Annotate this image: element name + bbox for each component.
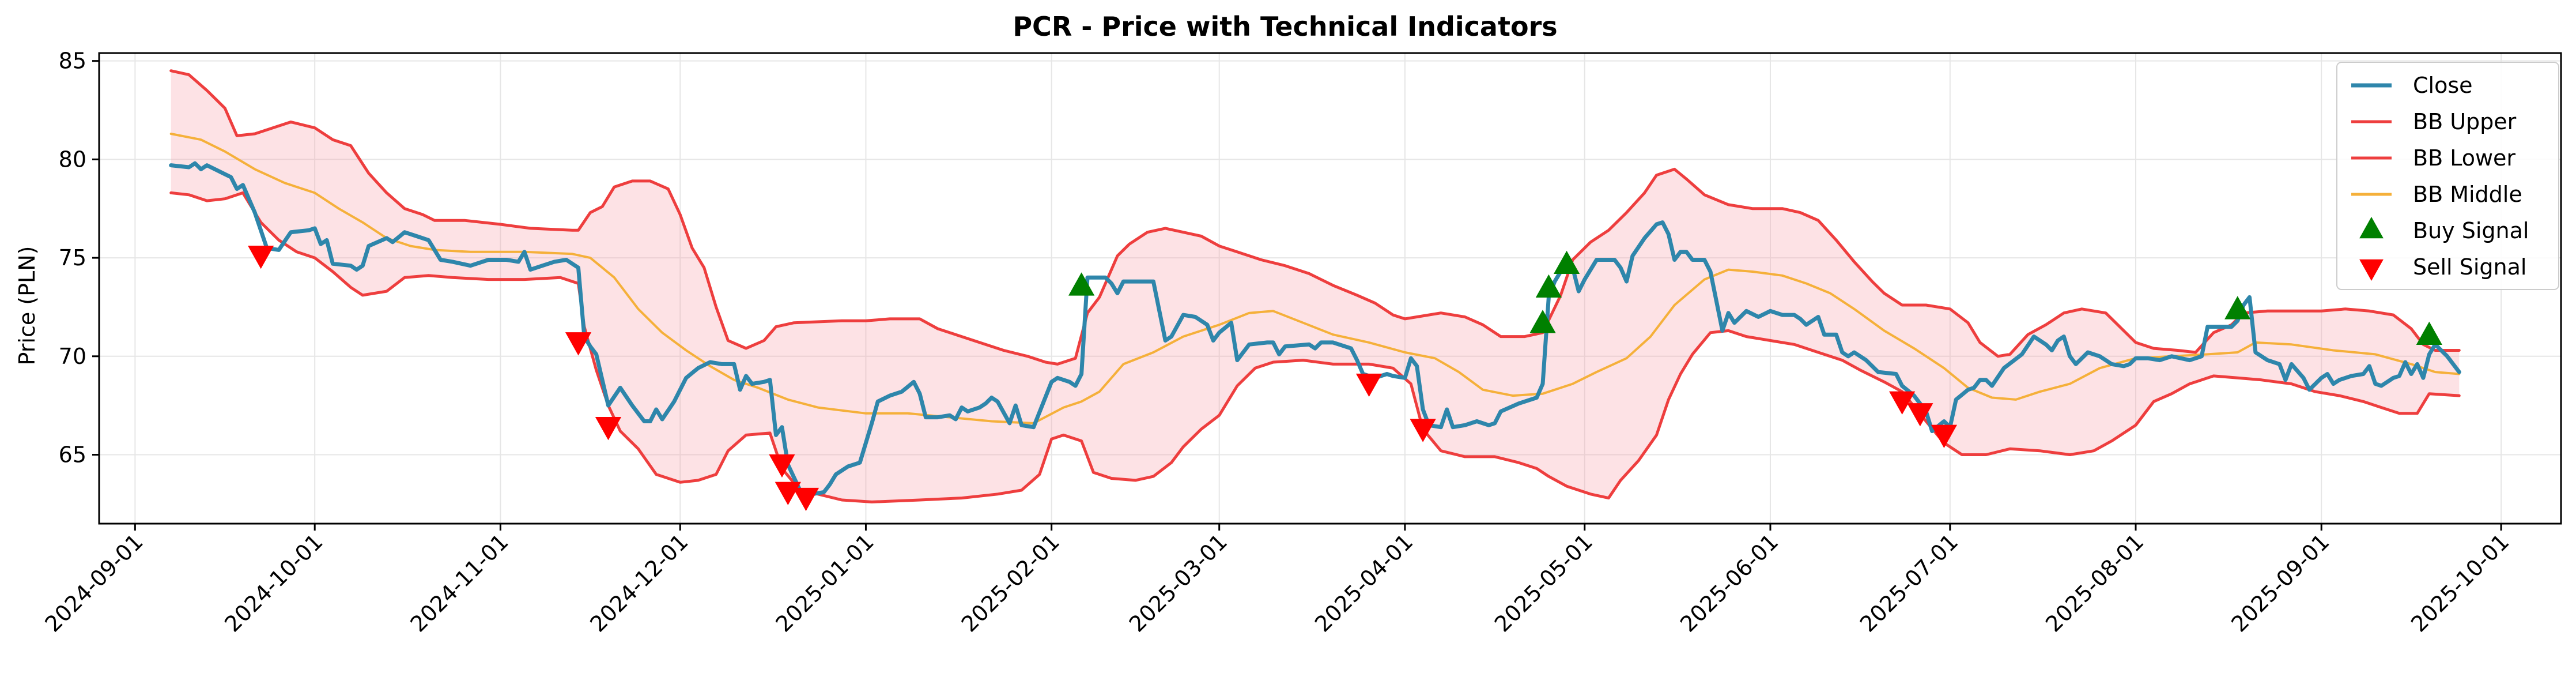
buy-signal-marker (2416, 321, 2442, 345)
series-lines (169, 69, 2461, 503)
y-axis-title: Price (PLN) (14, 246, 40, 366)
series-line-bb-upper (169, 69, 2461, 366)
legend-label-bb-middle: BB Middle (2413, 182, 2522, 207)
plot-frame (98, 52, 2562, 525)
buy-signal-marker (1553, 250, 1580, 275)
sell-signal-marker (792, 487, 819, 512)
legend-label-close: Close (2413, 73, 2473, 98)
y-tick-label: 75 (59, 245, 86, 270)
chart-title: PCR - Price with Technical Indicators (1013, 11, 1557, 42)
sell-signal-marker (1410, 419, 1436, 442)
legend-swatch-buy-signal (2359, 217, 2384, 239)
sell-signal-marker (248, 245, 274, 269)
sell-signal-marker (595, 416, 622, 441)
sell-signal-marker (1889, 391, 1916, 415)
sell-signal-marker (1355, 373, 1383, 397)
sell-signal-marker (1931, 424, 1958, 448)
legend-label-buy-signal: Buy Signal (2413, 218, 2529, 243)
sell-signal-marker (775, 482, 801, 505)
buy-signal-marker (1535, 274, 1562, 298)
y-tick-label: 70 (59, 344, 86, 369)
sell-signal-marker (565, 332, 592, 356)
bollinger-band-fill (171, 70, 2460, 502)
y-tick-label: 80 (59, 146, 86, 172)
series-line-bb-lower (169, 191, 2461, 503)
legend: Close BB Upper BB Lower BB Middle Buy Signal… (2336, 62, 2559, 290)
legend-label-bb-upper: BB Upper (2413, 109, 2517, 134)
sell-signal-marker (1907, 403, 1933, 427)
buy-signal-marker (1068, 272, 1095, 296)
legend-box (2336, 62, 2559, 290)
y-axis-ticks: 65 70 75 80 85 (59, 48, 99, 468)
series-line-bb-middle (169, 133, 2461, 424)
sell-signal-marker (769, 454, 795, 478)
signal-markers (248, 245, 2442, 512)
series-line-close (169, 161, 2461, 497)
y-tick-label: 85 (59, 48, 86, 74)
legend-label-bb-lower: BB Lower (2413, 145, 2515, 171)
buy-signal-marker (2224, 296, 2251, 319)
legend-label-sell-signal: Sell Signal (2413, 254, 2526, 280)
y-tick-label: 65 (59, 442, 86, 468)
buy-signal-marker (1529, 310, 1556, 333)
legend-swatch-sell-signal (2359, 259, 2384, 281)
